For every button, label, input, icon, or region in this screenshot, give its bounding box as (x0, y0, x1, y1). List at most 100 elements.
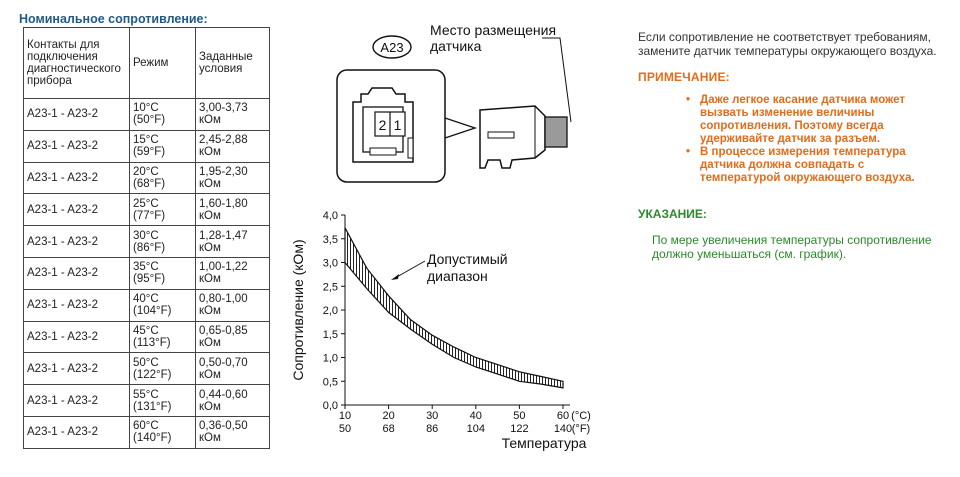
resistance-chart: 0,00,51,01,52,02,53,03,54,0 105020683086… (290, 210, 591, 451)
table-row: A23-1 - A23-2 20°C (68°F) 1,95-2,30 кОм (23, 161, 270, 195)
connector-face-frame (336, 69, 446, 183)
cell-mode: 20°C (68°F) (129, 161, 196, 195)
x-tick-label-celsius: 50 (513, 410, 525, 422)
table-row: A23-1 - A23-2 35°C (95°F) 1,00-1,22 кОм (23, 256, 270, 290)
x-tick-label-fahrenheit: 50 (339, 423, 351, 435)
note-item-1: Даже легкое касание датчика может вызват… (686, 94, 916, 146)
x-tick-label-celsius: 60 (557, 410, 569, 422)
table-row: A23-1 - A23-2 55°C (131°F) 0,44-0,60 кОм (23, 384, 270, 417)
table-row: A23-1 - A23-2 30°C (86°F) 1,28-1,47 кОм (23, 225, 270, 258)
instructions-column: Если сопротивление не соответствует треб… (638, 30, 938, 261)
cell-mode: 35°C (95°F) (129, 256, 196, 290)
header-conditions: Заданные условия (195, 27, 270, 99)
table-row: A23-1 - A23-2 60°C (140°F) 0,36-0,50 кОм (23, 415, 270, 449)
cell-contacts: A23-1 - A23-2 (23, 415, 130, 449)
location-leader-line (542, 37, 572, 123)
allowed-range-band (344, 227, 564, 389)
cell-condition: 0,44-0,60 кОм (195, 384, 270, 417)
cell-contacts: A23-1 - A23-2 (23, 193, 130, 227)
x-tick-label-fahrenheit: 104 (467, 423, 485, 435)
cell-contacts: A23-1 - A23-2 (23, 225, 130, 258)
cell-contacts: A23-1 - A23-2 (23, 288, 130, 322)
table-row: A23-1 - A23-2 40°C (104°F) 0,80-1,00 кОм (23, 288, 270, 322)
sensor-tip (544, 116, 568, 148)
note-list: Даже легкое касание датчика может вызват… (686, 94, 938, 185)
cell-condition: 0,80-1,00 кОм (195, 288, 270, 322)
connector-id-badge (372, 35, 412, 59)
cell-condition: 1,60-1,80 кОм (195, 193, 270, 227)
cell-mode: 10°C (50°F) (129, 98, 196, 131)
hint-text: По мере увеличения температуры сопротивл… (652, 233, 932, 261)
cell-condition: 3,00-3,73 кОм (195, 98, 270, 131)
cell-mode: 25°C (77°F) (129, 193, 196, 227)
chart-x-label: Температура (502, 435, 587, 451)
table-row: A23-1 - A23-2 15°C (59°F) 2,45-2,88 кОм (23, 129, 270, 163)
cell-condition: 0,65-0,85 кОм (195, 320, 270, 354)
cell-contacts: A23-1 - A23-2 (23, 98, 130, 131)
y-tick-label: 2,0 (323, 305, 338, 317)
cell-contacts: A23-1 - A23-2 (23, 320, 130, 354)
cell-condition: 0,50-0,70 кОм (195, 352, 270, 386)
sensor-figure: A23 Место размещения датчика 2 1 (280, 10, 610, 470)
table-header-row: Контакты для подключения диагностическог… (23, 27, 270, 99)
x-tick-label-fahrenheit: 140 (554, 423, 572, 435)
y-tick-label: 0,5 (323, 376, 338, 388)
cell-contacts: A23-1 - A23-2 (23, 384, 130, 417)
y-tick-label: 1,0 (323, 353, 338, 365)
x-tick-label-celsius: 40 (470, 410, 482, 422)
table-row: A23-1 - A23-2 45°C (113°F) 0,65-0,85 кОм (23, 320, 270, 354)
resistance-table: Контакты для подключения диагностическог… (23, 27, 270, 449)
cell-condition: 1,00-1,22 кОм (195, 256, 270, 290)
cell-condition: 1,28-1,47 кОм (195, 225, 270, 258)
connector-id-label: A23 (380, 40, 403, 55)
hint-title: УКАЗАНИЕ: (638, 207, 707, 221)
cell-mode: 30°C (86°F) (129, 225, 196, 258)
view-pointer (444, 117, 478, 139)
cell-condition: 2,45-2,88 кОм (195, 129, 270, 163)
header-mode: Режим (129, 27, 196, 99)
pin-2-label: 2 (379, 117, 387, 133)
x-tick-label-celsius: 30 (426, 410, 438, 422)
x-unit-celsius: (°C) (571, 410, 591, 422)
cell-contacts: A23-1 - A23-2 (23, 129, 130, 163)
cell-condition: 1,95-2,30 кОм (195, 161, 270, 195)
cell-mode: 15°C (59°F) (129, 129, 196, 163)
y-tick-label: 2,5 (323, 281, 338, 293)
cell-mode: 50°C (122°F) (129, 352, 196, 386)
table-row: A23-1 - A23-2 50°C (122°F) 0,50-0,70 кОм (23, 352, 270, 386)
y-tick-label: 4,0 (323, 210, 338, 222)
x-tick-label-fahrenheit: 86 (426, 423, 438, 435)
cell-contacts: A23-1 - A23-2 (23, 256, 130, 290)
x-tick-label-fahrenheit: 122 (510, 423, 528, 435)
x-tick-label-celsius: 10 (339, 410, 351, 422)
cell-contacts: A23-1 - A23-2 (23, 161, 130, 195)
x-unit-fahrenheit: (°F) (572, 423, 590, 435)
x-tick-label-celsius: 20 (382, 410, 394, 422)
band-label-1: Допустимый (427, 251, 508, 267)
cell-mode: 45°C (113°F) (129, 320, 196, 354)
sensor-diagram: A23 Место размещения датчика 2 1 (290, 22, 591, 451)
note-title: ПРИМЕЧАНИЕ: (638, 70, 730, 84)
cell-mode: 60°C (140°F) (129, 415, 196, 449)
intro-text: Если сопротивление не соответствует треб… (638, 30, 937, 58)
band-label-2: диапазон (427, 268, 488, 284)
cell-contacts: A23-1 - A23-2 (23, 352, 130, 386)
band-label-leader (394, 260, 426, 279)
y-tick-label: 3,5 (323, 234, 338, 246)
cell-condition: 0,36-0,50 кОм (195, 415, 270, 449)
header-contacts: Контакты для подключения диагностическог… (23, 27, 130, 99)
table-row: A23-1 - A23-2 10°C (50°F) 3,00-3,73 кОм (23, 98, 270, 131)
y-tick-label: 1,5 (323, 329, 338, 341)
location-label-2: датчика (430, 38, 482, 54)
table-row: A23-1 - A23-2 25°C (77°F) 1,60-1,80 кОм (23, 193, 270, 227)
pin-1-label: 1 (394, 117, 402, 133)
page-heading: Номинальное сопротивление: (19, 12, 208, 26)
cell-mode: 40°C (104°F) (129, 288, 196, 322)
y-tick-label: 0,0 (323, 400, 338, 412)
location-label-1: Место размещения (430, 22, 556, 38)
chart-y-label: Сопротивление (кОм) (290, 239, 306, 380)
cell-mode: 55°C (131°F) (129, 384, 196, 417)
note-item-2: В процессе измерения температура датчика… (686, 146, 916, 185)
y-tick-label: 3,0 (323, 258, 338, 270)
x-tick-label-fahrenheit: 68 (382, 423, 394, 435)
